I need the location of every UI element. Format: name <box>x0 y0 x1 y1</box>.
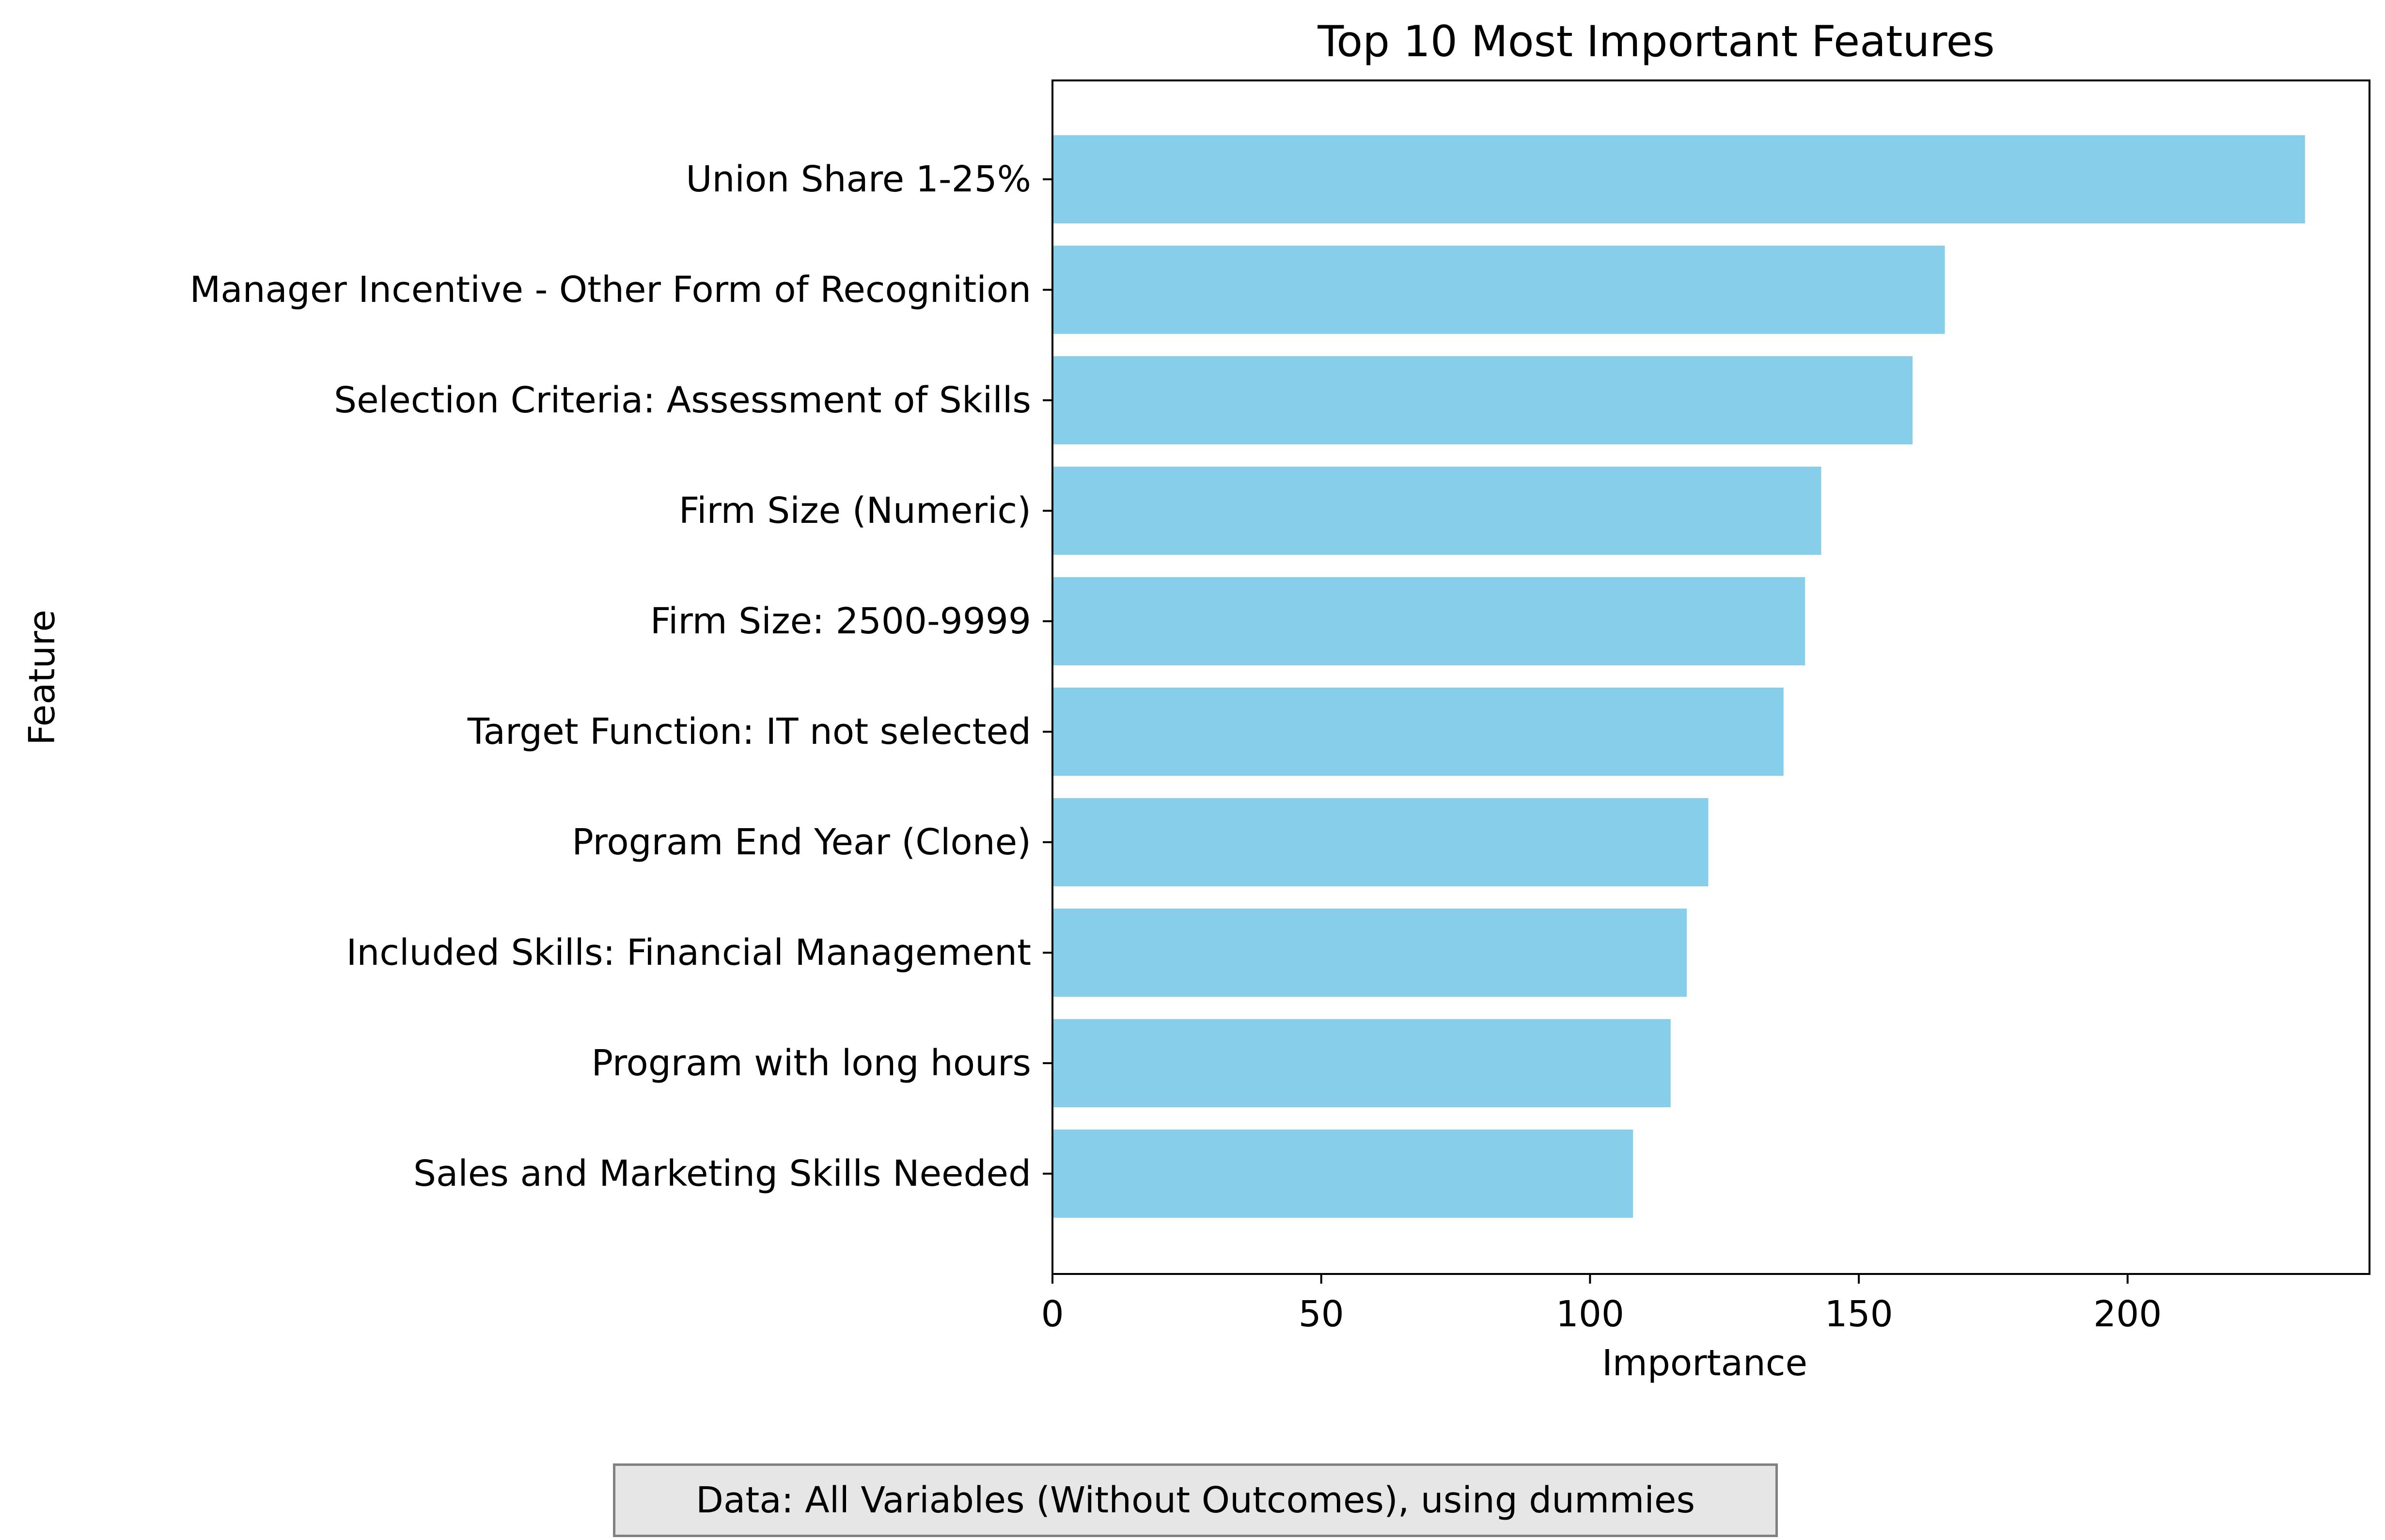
bar <box>1052 1019 1671 1107</box>
y-tick-label: Firm Size (Numeric) <box>679 490 1031 532</box>
x-tick-label: 200 <box>2093 1293 2162 1335</box>
y-tick-label: Union Share 1-25% <box>686 158 1031 200</box>
y-tick-label: Program with long hours <box>591 1042 1031 1084</box>
x-tick-label: 50 <box>1299 1293 1344 1335</box>
bar <box>1052 246 1945 334</box>
bar <box>1052 135 2305 223</box>
y-tick-labels: Union Share 1-25% Manager Incentive - Oth… <box>189 158 1052 1194</box>
x-tick-label: 150 <box>1824 1293 1893 1335</box>
y-tick-label: Sales and Marketing Skills Needed <box>413 1153 1031 1194</box>
y-tick-label: Firm Size: 2500-9999 <box>650 600 1031 642</box>
chart-title: Top 10 Most Important Features <box>1317 16 1994 66</box>
bar <box>1052 798 1709 886</box>
bar <box>1052 577 1805 665</box>
x-tick-label: 0 <box>1041 1293 1064 1335</box>
y-tick-label: Target Function: IT not selected <box>467 711 1031 753</box>
y-tick-label: Program End Year (Clone) <box>572 821 1031 863</box>
bar <box>1052 467 1821 555</box>
plot-frame <box>1051 79 2370 1275</box>
data-note: Data: All Variables (Without Outcomes), … <box>613 1463 1778 1537</box>
bar <box>1052 909 1687 997</box>
bar <box>1052 356 1913 444</box>
bar <box>1052 688 1784 776</box>
bars-group <box>1052 135 2305 1218</box>
y-axis-label: Feature <box>21 610 63 745</box>
x-tick-label: 100 <box>1556 1293 1624 1335</box>
data-note-text: Data: All Variables (Without Outcomes), … <box>696 1479 1695 1521</box>
y-tick-label: Included Skills: Financial Management <box>346 932 1031 974</box>
x-axis-label: Importance <box>1602 1342 1807 1384</box>
bar <box>1052 1130 1633 1218</box>
y-tick-label: Selection Criteria: Assessment of Skills <box>334 379 1031 421</box>
y-tick-label: Manager Incentive - Other Form of Recogn… <box>189 269 1031 311</box>
x-ticks: 0 50 100 150 200 <box>1041 1274 2162 1335</box>
